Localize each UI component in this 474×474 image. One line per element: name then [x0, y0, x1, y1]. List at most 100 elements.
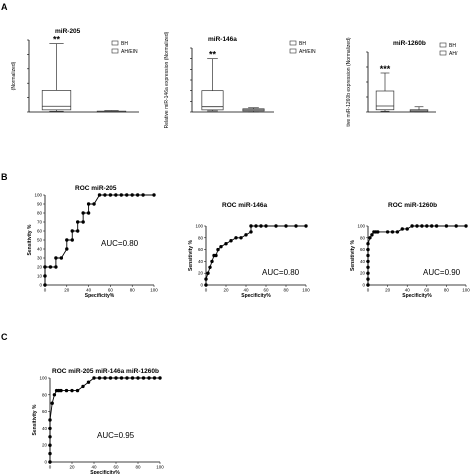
x-tick-label: 100: [150, 288, 158, 293]
roc-point: [366, 265, 370, 269]
x-tick-label: 40: [405, 288, 411, 293]
x-tick-label: 0: [44, 288, 47, 293]
roc-point: [304, 224, 308, 228]
roc-point: [264, 224, 268, 228]
y-tick-label: 40: [42, 426, 48, 431]
roc-point: [370, 233, 374, 237]
roc-point: [464, 224, 468, 228]
box-iqr: [201, 90, 224, 111]
roc-point: [59, 256, 64, 260]
roc-point: [64, 388, 69, 393]
x-tick-label: 0: [205, 288, 208, 293]
roc-point: [43, 274, 47, 278]
roc-point: [444, 224, 449, 228]
x-tick-label: 80: [130, 288, 136, 293]
roc-point: [141, 376, 146, 380]
auc-annotation: AUC=0.80: [101, 239, 139, 248]
roc-point: [366, 247, 370, 252]
roc-point: [368, 236, 372, 240]
roc-point: [48, 435, 52, 439]
y-tick-label: 0: [200, 283, 203, 288]
roc-point: [284, 224, 288, 228]
y-tick-label: 40: [198, 259, 204, 264]
roc-point: [152, 193, 156, 197]
y-axis-label: (Normalized): [11, 61, 17, 90]
x-tick-label: 100: [156, 465, 164, 470]
y-tick-label: 80: [198, 235, 204, 240]
significance-label: **: [209, 50, 217, 60]
chart-title: miR-1260b: [393, 40, 426, 47]
roc-point: [48, 460, 52, 464]
x-axis-label: Specificity%: [241, 293, 271, 299]
x-tick-label: 0: [367, 288, 370, 293]
roc-point: [204, 277, 208, 281]
legend-label: BH: [299, 41, 306, 47]
box-iqr: [375, 90, 395, 111]
box-chart-1: miR-146a Relative miR-146a expression (No…: [164, 31, 316, 128]
roc-point: [103, 193, 107, 197]
x-axis-label: Specificity%: [90, 470, 120, 474]
roc-point: [65, 247, 69, 251]
x-tick-label: 20: [64, 288, 70, 293]
x-tick-label: 40: [91, 465, 97, 470]
auc-annotation: AUC=0.95: [97, 431, 135, 440]
chart-title: ROC miR-146a: [222, 202, 268, 209]
y-tick-label: 0: [44, 460, 47, 465]
auc-annotation: AUC=0.80: [262, 268, 300, 277]
y-tick-label: 40: [360, 259, 366, 264]
roc-point: [420, 224, 424, 228]
y-tick-label: 0: [39, 283, 42, 288]
roc-point: [136, 376, 140, 380]
roc-point: [119, 193, 124, 197]
x-tick-label: 60: [424, 288, 430, 293]
roc-point: [48, 451, 52, 456]
y-tick-label: 100: [39, 376, 47, 381]
roc-point: [366, 253, 370, 258]
roc-point: [141, 193, 145, 197]
y-tick-label: 60: [360, 247, 366, 252]
legend-label: AH/EIN: [299, 49, 316, 55]
roc-point: [405, 227, 409, 231]
roc-point: [216, 247, 220, 252]
x-tick-label: 20: [385, 288, 391, 293]
roc-point: [130, 193, 134, 197]
roc-point: [43, 283, 47, 287]
y-axis-label: Sensitivity %: [350, 240, 356, 271]
roc-point: [400, 227, 404, 231]
roc-point: [210, 259, 214, 264]
roc-point: [395, 230, 400, 234]
roc-point: [48, 265, 53, 269]
roc-point: [410, 224, 414, 228]
y-tick-label: 60: [198, 247, 204, 252]
panel-letter-a: A: [1, 2, 8, 12]
significance-label: ***: [380, 64, 391, 74]
roc-point: [415, 224, 419, 228]
roc-point: [158, 376, 162, 380]
y-tick-label: 30: [37, 256, 43, 261]
roc-point: [454, 224, 458, 228]
roc-point: [430, 224, 434, 228]
roc-point: [224, 242, 228, 246]
legend-swatch: [289, 48, 297, 54]
legend-label: BH: [449, 43, 456, 49]
roc-point: [219, 244, 223, 249]
x-tick-label: 80: [135, 465, 141, 470]
roc-point: [214, 253, 218, 258]
roc-point: [43, 265, 47, 269]
roc-point: [239, 236, 243, 240]
y-axis-label: Sensitivity %: [27, 224, 33, 255]
box-iqr: [41, 90, 72, 111]
significance-label: **: [53, 35, 61, 45]
x-axis-label: Specificity%: [402, 293, 432, 299]
roc-point: [54, 265, 58, 269]
roc-point: [81, 220, 85, 224]
y-tick-label: 10: [37, 274, 43, 279]
y-axis-label: Sensitivity %: [188, 240, 194, 271]
legend-label: BH: [121, 41, 128, 47]
roc-point: [376, 230, 380, 234]
roc-chart-5: ROC miR-1260b Sensitivity % Specificity% 0 2…: [350, 202, 470, 299]
roc-point: [70, 229, 74, 233]
roc-point: [229, 239, 233, 243]
legend-swatch: [439, 42, 447, 48]
y-axis-label: Relative miR-146a expression (Normalized…: [164, 31, 170, 128]
